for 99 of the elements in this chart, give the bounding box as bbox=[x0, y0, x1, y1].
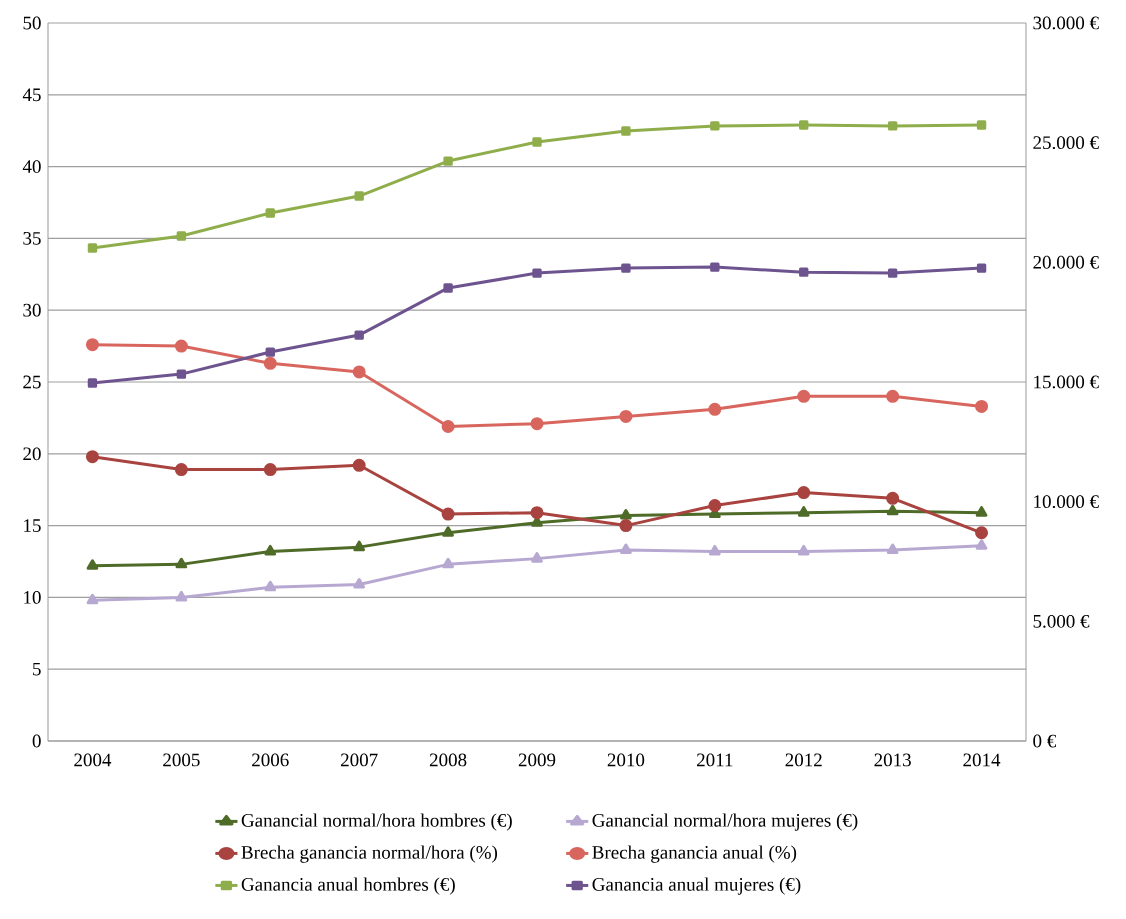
x-tick-label: 2007 bbox=[341, 753, 378, 767]
point bbox=[709, 544, 721, 556]
x-tick-label: 2012 bbox=[785, 753, 822, 767]
legend-label: Ganancia anual mujeres (€) bbox=[592, 877, 801, 895]
x-tick-label: 2006 bbox=[252, 753, 289, 767]
point bbox=[976, 263, 987, 273]
point bbox=[708, 498, 722, 512]
y2-tick-label: 10.000 € bbox=[1034, 495, 1099, 509]
point bbox=[442, 557, 454, 569]
point bbox=[353, 540, 366, 552]
point bbox=[441, 420, 455, 434]
legend-label: Brecha ganancia normal/hora (%) bbox=[241, 845, 498, 863]
point bbox=[886, 504, 899, 516]
point bbox=[265, 347, 275, 357]
point bbox=[531, 552, 543, 563]
point bbox=[86, 593, 99, 605]
x-tick-label: 2008 bbox=[429, 753, 467, 767]
point bbox=[264, 544, 277, 556]
point bbox=[354, 330, 364, 340]
point bbox=[85, 338, 99, 352]
y-tick-label: 10 bbox=[24, 590, 41, 604]
x-tick-label: 2011 bbox=[697, 753, 733, 767]
point bbox=[86, 559, 99, 570]
point bbox=[263, 356, 277, 370]
y2-tick-label: 20.000 € bbox=[1033, 255, 1099, 269]
point bbox=[797, 389, 811, 403]
point bbox=[886, 389, 900, 403]
point bbox=[620, 509, 632, 520]
point bbox=[886, 543, 899, 555]
point bbox=[797, 506, 810, 517]
point bbox=[530, 506, 544, 520]
point bbox=[887, 268, 898, 278]
y-tick-label: 20 bbox=[23, 447, 41, 461]
y-tick-label: 35 bbox=[23, 232, 41, 245]
legend-label: Ganancial normal/hora mujeres (€) bbox=[592, 813, 858, 831]
point bbox=[886, 491, 900, 505]
y2-tick-label: 30.000 € bbox=[1033, 16, 1099, 30]
point bbox=[353, 577, 366, 589]
point bbox=[264, 580, 277, 592]
point bbox=[85, 450, 99, 464]
point bbox=[174, 463, 188, 477]
point bbox=[443, 156, 453, 166]
point bbox=[532, 268, 542, 278]
point bbox=[176, 231, 187, 241]
x-tick-label: 2010 bbox=[607, 753, 645, 767]
point bbox=[710, 262, 720, 272]
y-tick-label: 25 bbox=[23, 375, 41, 389]
point bbox=[976, 120, 987, 130]
point bbox=[799, 267, 809, 277]
y2-tick-label: 25.000 € bbox=[1033, 136, 1099, 150]
point bbox=[442, 526, 454, 537]
point bbox=[441, 507, 455, 521]
y-tick-label: 15 bbox=[24, 519, 41, 532]
x-tick-label: 2013 bbox=[874, 753, 911, 767]
point bbox=[619, 519, 633, 533]
point bbox=[352, 365, 366, 379]
point bbox=[975, 506, 988, 517]
point bbox=[975, 526, 989, 540]
point bbox=[887, 121, 898, 131]
point bbox=[530, 417, 544, 431]
point bbox=[87, 243, 98, 253]
point bbox=[532, 137, 542, 147]
point bbox=[263, 463, 277, 477]
point bbox=[352, 458, 366, 472]
point bbox=[799, 120, 809, 130]
point bbox=[619, 409, 633, 423]
y-tick-label: 45 bbox=[22, 88, 41, 102]
legend-label: Ganancial normal/hora hombres (€) bbox=[241, 813, 512, 831]
y2-tick-label: 5.000 € bbox=[1033, 614, 1090, 628]
y2-tick-label: 0 € bbox=[1033, 734, 1057, 748]
y2-tick-label: 15.000 € bbox=[1034, 375, 1099, 389]
point bbox=[174, 339, 188, 353]
x-tick-label: 2004 bbox=[74, 753, 112, 767]
point bbox=[975, 399, 989, 413]
point bbox=[621, 126, 631, 136]
x-tick-label: 2014 bbox=[963, 753, 1001, 767]
point bbox=[797, 486, 811, 500]
point bbox=[797, 544, 810, 556]
point bbox=[443, 283, 453, 293]
legend-label: Ganancia anual hombres (€) bbox=[241, 877, 455, 895]
y-tick-label: 50 bbox=[23, 16, 41, 30]
point bbox=[708, 402, 722, 416]
point bbox=[620, 543, 632, 555]
x-tick-label: 2009 bbox=[518, 753, 556, 767]
point bbox=[87, 378, 98, 388]
y-tick-label: 5 bbox=[33, 662, 41, 676]
point bbox=[710, 121, 720, 131]
point bbox=[265, 208, 275, 218]
point bbox=[621, 263, 631, 273]
point bbox=[175, 590, 188, 602]
point bbox=[975, 539, 988, 550]
y-tick-label: 30 bbox=[23, 303, 41, 317]
x-tick-label: 2005 bbox=[163, 753, 200, 767]
point bbox=[175, 557, 188, 569]
y-tick-label: 0 bbox=[32, 734, 41, 748]
y-tick-label: 40 bbox=[22, 160, 41, 174]
legend-label: Brecha ganancia anual (%) bbox=[592, 845, 797, 863]
point bbox=[354, 191, 364, 201]
point bbox=[176, 369, 187, 379]
